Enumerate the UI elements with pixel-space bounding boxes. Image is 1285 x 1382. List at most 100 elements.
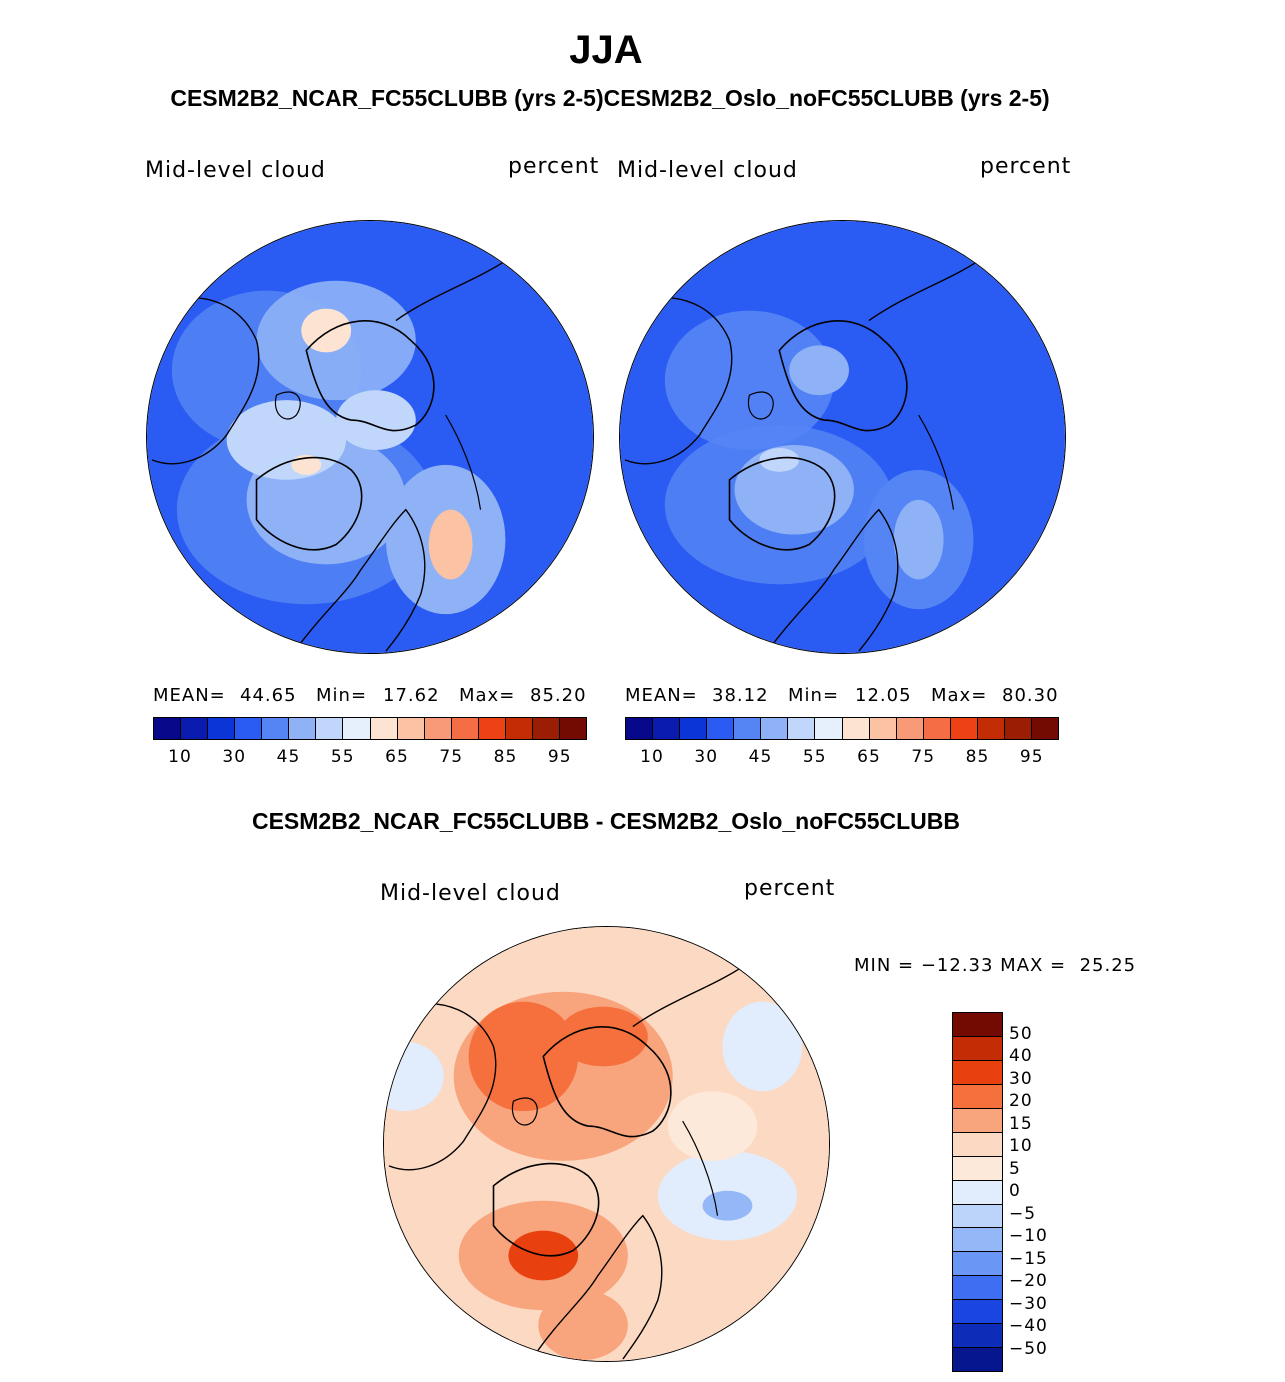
colorbar-tick-label: 65 xyxy=(385,747,409,767)
colorbar-tick-label: 5 xyxy=(1009,1158,1021,1179)
colorbar-tick-label: 10 xyxy=(640,747,664,767)
colorbar-swatch xyxy=(734,718,762,739)
colorbar-tick-label: 95 xyxy=(1019,747,1044,767)
colorbar-swatch xyxy=(953,1036,1002,1061)
panel2-min-value: 12.05 xyxy=(855,685,912,706)
colorbar-swatch xyxy=(977,718,1005,739)
colorbar-swatch xyxy=(953,1324,1002,1349)
colorbar-tick-label: 30 xyxy=(222,747,247,767)
colorbar-tick-label: 75 xyxy=(439,747,464,767)
panel1-mean-value: 44.65 xyxy=(240,685,297,706)
colorbar-tick-label: 55 xyxy=(330,747,355,767)
panel1-colorbar xyxy=(153,717,587,740)
colorbar-swatch xyxy=(953,1132,1002,1157)
colorbar-swatch xyxy=(707,718,735,739)
colorbar-swatch xyxy=(950,718,978,739)
colorbar-tick-label: 85 xyxy=(965,747,990,767)
colorbar-swatch xyxy=(953,1276,1002,1301)
panel2-mean-value: 38.12 xyxy=(712,685,769,706)
colorbar-swatch xyxy=(680,718,708,739)
colorbar-swatch xyxy=(953,1013,1002,1037)
panel3-colorbar xyxy=(952,1012,1003,1372)
colorbar-tick-label: 45 xyxy=(276,747,301,767)
colorbar-swatch xyxy=(505,718,533,739)
colorbar-swatch xyxy=(842,718,870,739)
colorbar-tick-label: 20 xyxy=(1009,1091,1033,1111)
colorbar-tick-label: 40 xyxy=(1009,1046,1033,1066)
panel3-polar-map xyxy=(383,926,830,1362)
colorbar-swatch xyxy=(478,718,506,739)
panel1-max-value: 85.20 xyxy=(530,685,587,706)
panel2-ocean-field xyxy=(620,221,1065,653)
colorbar-swatch xyxy=(815,718,843,739)
colorbar-swatch xyxy=(208,718,236,739)
colorbar-swatch xyxy=(788,718,816,739)
colorbar-tick-label: 0 xyxy=(1009,1181,1021,1201)
season-title: JJA xyxy=(569,28,643,72)
colorbar-tick-label: −10 xyxy=(1009,1226,1048,1246)
colorbar-swatch xyxy=(154,718,182,739)
colorbar-swatch xyxy=(923,718,951,739)
colorbar-tick-label: −15 xyxy=(1009,1248,1048,1269)
colorbar-tick-label: 50 xyxy=(1009,1023,1033,1044)
panel1-max-label: Max= xyxy=(459,685,516,706)
colorbar-tick-label: 65 xyxy=(857,747,881,767)
colorbar-swatch xyxy=(953,1180,1002,1205)
colorbar-swatch xyxy=(316,718,344,739)
colorbar-tick-label: −40 xyxy=(1009,1316,1048,1336)
colorbar-swatch xyxy=(532,718,560,739)
colorbar-swatch xyxy=(953,1300,1002,1325)
colorbar-tick-label: 85 xyxy=(493,747,518,767)
panel1-variable-label: Mid-level cloud xyxy=(145,158,326,183)
colorbar-swatch xyxy=(653,718,681,739)
panel3-variable-label: Mid-level cloud xyxy=(380,881,561,906)
colorbar-tick-label: 15 xyxy=(1009,1113,1033,1134)
colorbar-swatch xyxy=(953,1252,1002,1277)
colorbar-tick-label: 55 xyxy=(802,747,827,767)
colorbar-swatch xyxy=(953,1084,1002,1109)
colorbar-tick-label: 30 xyxy=(694,747,719,767)
colorbar-swatch xyxy=(397,718,425,739)
panel1-mean-label: MEAN= xyxy=(153,685,226,706)
colorbar-tick-label: −50 xyxy=(1009,1338,1048,1359)
colorbar-swatch xyxy=(1004,718,1032,739)
panel2-min-label: Min= xyxy=(788,685,840,706)
colorbar-swatch xyxy=(235,718,263,739)
diff-title: CESM2B2_NCAR_FC55CLUBB - CESM2B2_Oslo_no… xyxy=(251,808,960,834)
panel1-polar-map xyxy=(146,220,594,654)
colorbar-tick-label: −5 xyxy=(1009,1203,1037,1224)
panel2-units-label: percent xyxy=(980,154,1072,179)
colorbar-swatch xyxy=(424,718,452,739)
colorbar-tick-label: 30 xyxy=(1009,1068,1033,1089)
colorbar-swatch xyxy=(953,1228,1002,1253)
colorbar-swatch xyxy=(181,718,209,739)
panel1-min-value: 17.62 xyxy=(383,685,440,706)
colorbar-swatch xyxy=(289,718,317,739)
colorbar-swatch xyxy=(626,718,654,739)
panel1-units-label: percent xyxy=(508,154,600,179)
panel3-minmax-label: MIN = −12.33 MAX = 25.25 xyxy=(854,955,1137,976)
colorbar-tick-label: −20 xyxy=(1009,1271,1048,1291)
colorbar-swatch xyxy=(370,718,398,739)
colorbar-swatch xyxy=(761,718,789,739)
colorbar-swatch xyxy=(953,1060,1002,1085)
colorbar-tick-label: 95 xyxy=(547,747,572,767)
colorbar-swatch xyxy=(262,718,290,739)
colorbar-tick-label: 10 xyxy=(1009,1136,1033,1156)
colorbar-tick-label: 45 xyxy=(748,747,773,767)
colorbar-swatch xyxy=(343,718,371,739)
colorbar-swatch xyxy=(953,1108,1002,1133)
runs-title: CESM2B2_NCAR_FC55CLUBB (yrs 2-5)CESM2B2_… xyxy=(170,85,1050,111)
colorbar-swatch xyxy=(1031,718,1058,739)
colorbar-swatch xyxy=(559,718,586,739)
panel1-min-label: Min= xyxy=(316,685,368,706)
panel2-polar-map xyxy=(619,220,1066,654)
colorbar-swatch xyxy=(953,1348,1002,1372)
panel2-colorbar xyxy=(625,717,1059,740)
panel2-max-value: 80.30 xyxy=(1002,685,1059,706)
colorbar-tick-label: 10 xyxy=(168,747,192,767)
panel2-max-label: Max= xyxy=(931,685,988,706)
colorbar-swatch xyxy=(896,718,924,739)
colorbar-swatch xyxy=(953,1204,1002,1229)
colorbar-tick-label: −30 xyxy=(1009,1293,1048,1314)
